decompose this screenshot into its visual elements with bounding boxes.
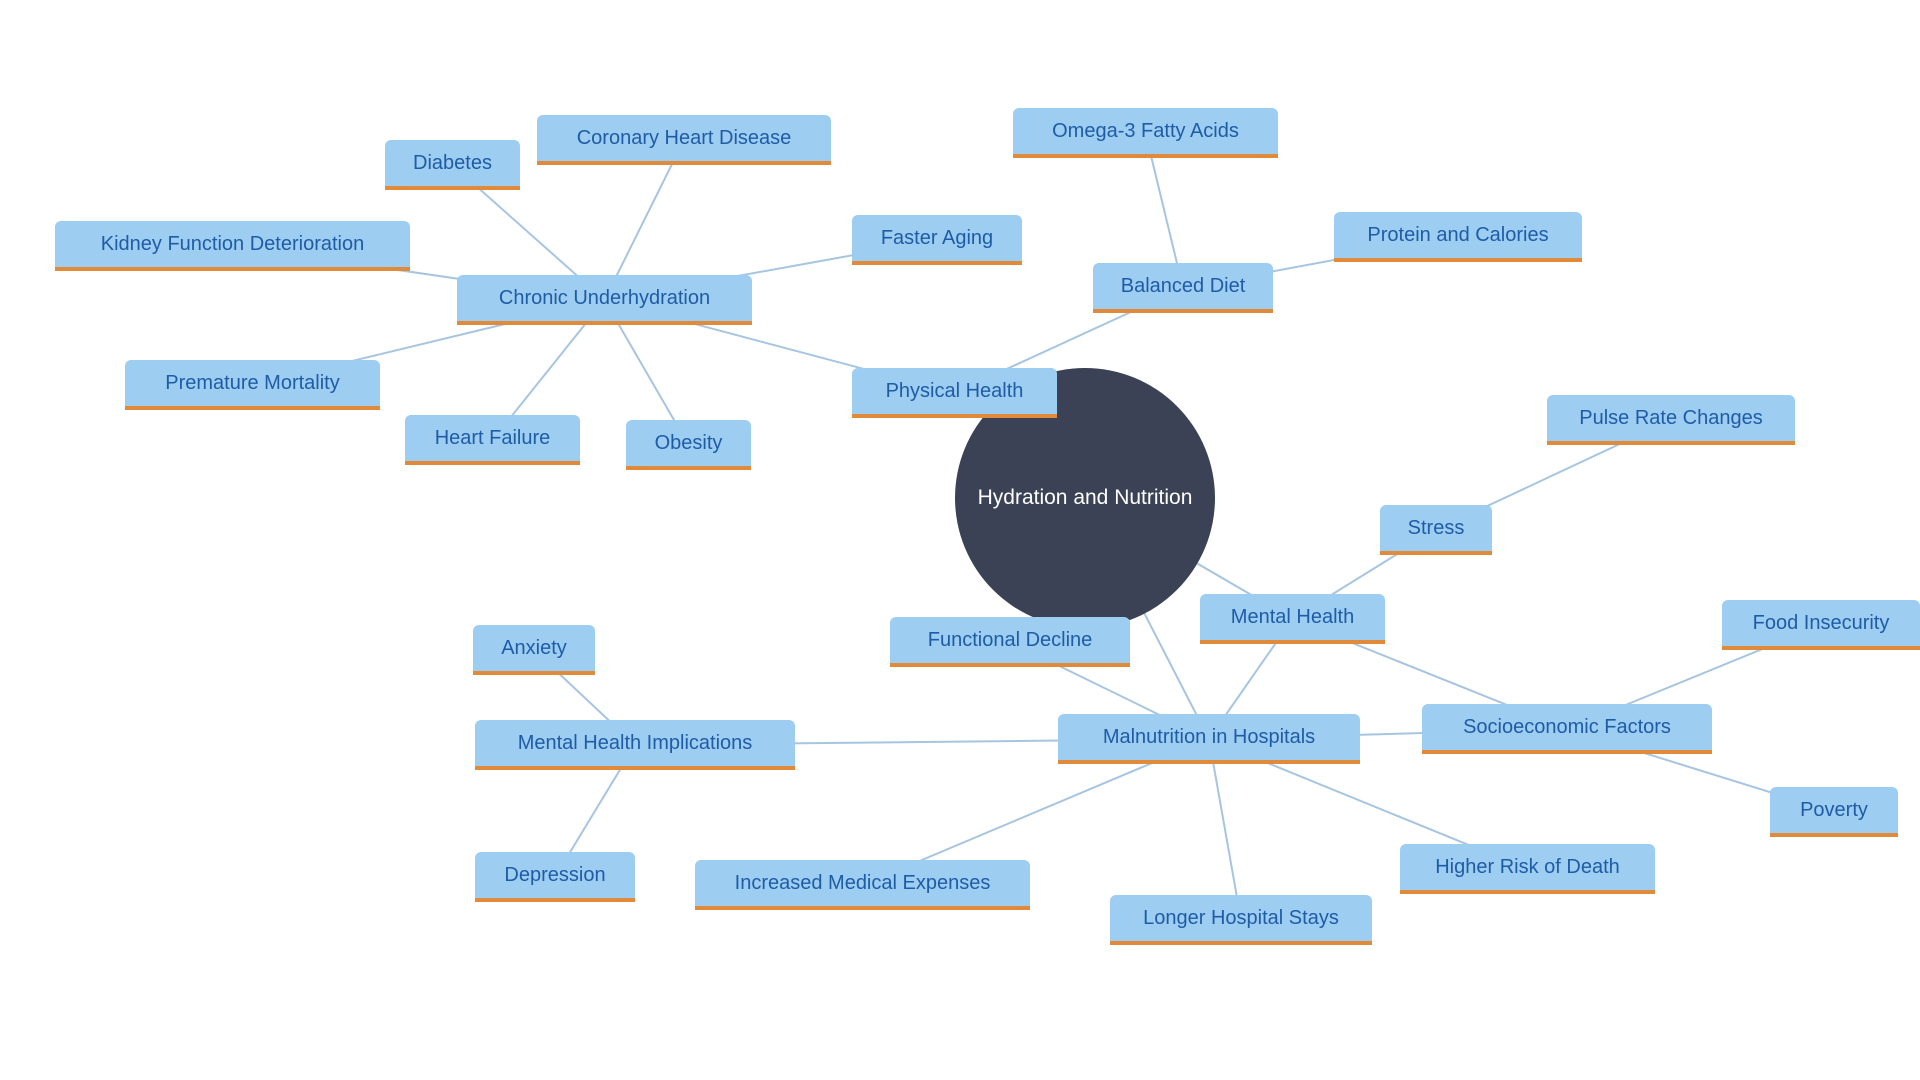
node-mhi: Mental Health Implications — [475, 720, 795, 770]
node-label: Mental Health Implications — [518, 732, 753, 755]
node-label: Higher Risk of Death — [1435, 856, 1620, 879]
node-depression: Depression — [475, 852, 635, 902]
node-label: Kidney Function Deterioration — [101, 233, 364, 256]
node-kidney: Kidney Function Deterioration — [55, 221, 410, 271]
node-label: Heart Failure — [435, 427, 551, 450]
node-faster: Faster Aging — [852, 215, 1022, 265]
node-label: Longer Hospital Stays — [1143, 907, 1339, 930]
node-diabetes: Diabetes — [385, 140, 520, 190]
node-label: Balanced Diet — [1121, 275, 1246, 298]
node-physical: Physical Health — [852, 368, 1057, 418]
node-label: Faster Aging — [881, 227, 993, 250]
node-obesity: Obesity — [626, 420, 751, 470]
node-label: Functional Decline — [928, 629, 1093, 652]
node-malnut: Malnutrition in Hospitals — [1058, 714, 1360, 764]
edge — [1209, 739, 1241, 920]
node-label: Premature Mortality — [165, 372, 340, 395]
node-label: Depression — [504, 864, 605, 887]
node-higherrisk: Higher Risk of Death — [1400, 844, 1655, 894]
node-socio: Socioeconomic Factors — [1422, 704, 1712, 754]
node-omega3: Omega-3 Fatty Acids — [1013, 108, 1278, 158]
node-label: Physical Health — [886, 380, 1024, 403]
node-stress: Stress — [1380, 505, 1492, 555]
node-protein: Protein and Calories — [1334, 212, 1582, 262]
node-label: Increased Medical Expenses — [735, 872, 991, 895]
node-label: Chronic Underhydration — [499, 287, 710, 310]
node-label: Obesity — [655, 432, 723, 455]
node-label: Poverty — [1800, 799, 1868, 822]
node-poverty: Poverty — [1770, 787, 1898, 837]
node-longer: Longer Hospital Stays — [1110, 895, 1372, 945]
node-label: Coronary Heart Disease — [577, 127, 792, 150]
node-label: Protein and Calories — [1367, 224, 1548, 247]
node-label: Socioeconomic Factors — [1463, 716, 1671, 739]
node-mental: Mental Health — [1200, 594, 1385, 644]
node-premature: Premature Mortality — [125, 360, 380, 410]
node-label: Food Insecurity — [1753, 612, 1890, 635]
node-label: Stress — [1408, 517, 1465, 540]
node-label: Mental Health — [1231, 606, 1354, 629]
node-label: Malnutrition in Hospitals — [1103, 726, 1315, 749]
node-label: Anxiety — [501, 637, 567, 660]
edges-layer — [0, 0, 1920, 1080]
node-label: Omega-3 Fatty Acids — [1052, 120, 1239, 143]
node-balanced: Balanced Diet — [1093, 263, 1273, 313]
node-label: Diabetes — [413, 152, 492, 175]
node-heartfail: Heart Failure — [405, 415, 580, 465]
node-foodins: Food Insecurity — [1722, 600, 1920, 650]
node-coronary: Coronary Heart Disease — [537, 115, 831, 165]
mindmap-canvas: { "diagram": { "type": "mindmap", "backg… — [0, 0, 1920, 1080]
node-increased: Increased Medical Expenses — [695, 860, 1030, 910]
node-funcdec: Functional Decline — [890, 617, 1130, 667]
center-label: Hydration and Nutrition — [978, 486, 1193, 510]
node-label: Pulse Rate Changes — [1579, 407, 1762, 430]
node-anxiety: Anxiety — [473, 625, 595, 675]
node-pulse: Pulse Rate Changes — [1547, 395, 1795, 445]
node-chronic: Chronic Underhydration — [457, 275, 752, 325]
